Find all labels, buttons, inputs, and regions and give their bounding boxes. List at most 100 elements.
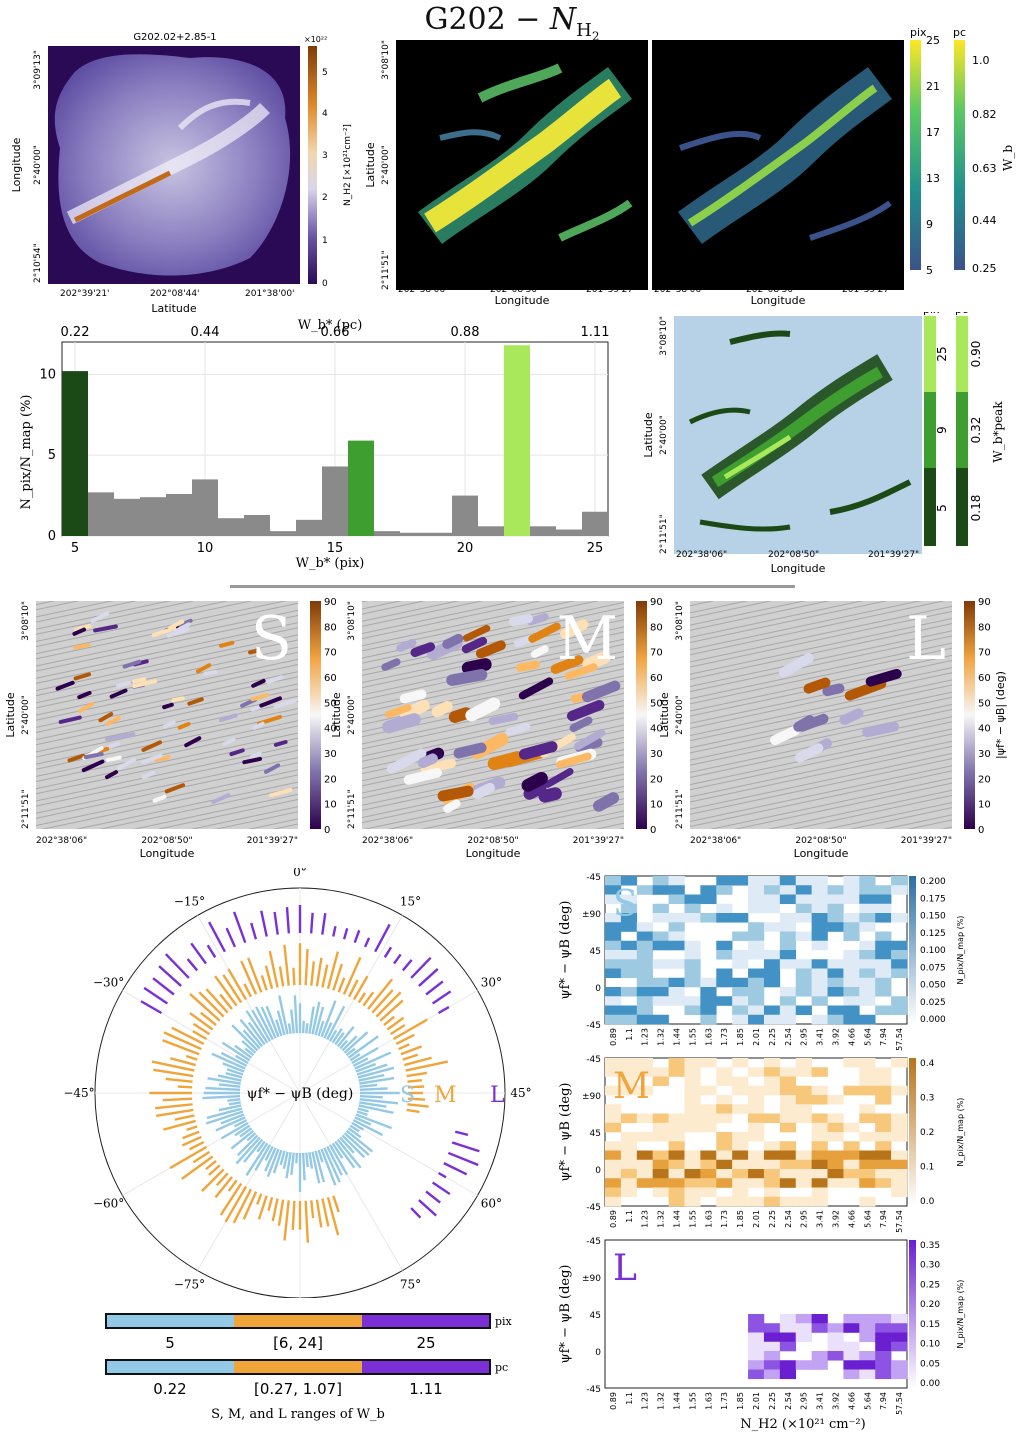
angle-cbar-tick: 50: [978, 698, 991, 709]
heatmap-cell: [605, 1085, 622, 1096]
polar-bar: [410, 1207, 422, 1219]
heatmap-cell: [859, 1076, 876, 1087]
heatmap-cell: [605, 1005, 622, 1016]
heatmap-cell: [716, 940, 733, 951]
heatmap-cell: [716, 1196, 733, 1207]
polar-bar: [164, 953, 190, 979]
peak-cbar-pc: [956, 316, 968, 546]
heatmap-cell: [668, 885, 685, 895]
heatmap-cell: [652, 1132, 669, 1142]
heatmap-cell: [875, 1150, 892, 1161]
polar-bar: [393, 953, 402, 965]
polar-bar: [352, 1119, 384, 1137]
polar-bar: [334, 1140, 356, 1169]
polar-bar: [189, 993, 221, 1022]
polar-bar: [171, 1026, 205, 1046]
hist-xtick: 25: [587, 541, 604, 556]
heatmap-cell: [859, 1332, 876, 1343]
angle-density-heatmaps: S -45 ±90 45 0 -45 ψf* − ψB (deg) 0.89 1.1 1.23 1.…: [558, 873, 965, 1432]
polar-bar: [407, 1097, 426, 1101]
heatmap-cell: [636, 1085, 653, 1096]
heatmap-cell: [891, 940, 908, 951]
angle-segment: [115, 680, 131, 688]
heatmap-cell: [748, 987, 765, 997]
polar-bar: [217, 1074, 242, 1082]
heatmap-cell: [827, 1113, 844, 1124]
polar-bar: [152, 977, 175, 996]
heatmap-cell: [636, 996, 653, 1006]
polar-bar: [273, 911, 279, 935]
polar-bar: [186, 958, 199, 972]
peak-cbar-label: W_b*peak: [991, 401, 1005, 463]
angle-segment: [248, 648, 260, 655]
heatmap-cell: [811, 959, 828, 969]
heatmap-cell: [763, 1058, 781, 1068]
heatmap-xtick: 5.64: [863, 1392, 872, 1410]
heatmap-cbar-tick: 0.30: [920, 1261, 940, 1271]
heatmap-cell: [732, 1159, 749, 1170]
heatmap-cell: [811, 913, 828, 923]
heatmap-xtick: 1.63: [704, 1028, 713, 1046]
heatmap-xtick: 57.54: [895, 1210, 904, 1233]
heatmap-cell: [636, 1005, 653, 1016]
polar-bar: [231, 1024, 259, 1052]
svg-text:17: 17: [926, 126, 940, 139]
polar-bar: [451, 1141, 480, 1153]
heatmap-cell: [684, 1113, 701, 1124]
heatmap-cell: [620, 1169, 638, 1179]
heatmap-cell: [700, 1113, 717, 1124]
polar-bar: [227, 1098, 241, 1102]
heatmap-cell: [684, 1104, 701, 1114]
polar-bar: [407, 1103, 429, 1108]
polar-bar: [354, 1116, 372, 1126]
polar-bar: [315, 957, 323, 987]
heatmap-cell: [795, 876, 812, 886]
range-bars: pix 5 [6, 24] 25 pc 0.22 [0.27, 1.07] 1.…: [105, 1313, 513, 1422]
angle-segment: [117, 757, 137, 770]
polar-bar: [407, 1078, 423, 1083]
heatmap-cell: [620, 1058, 638, 1068]
heatmap-cell: [859, 996, 876, 1006]
heatmap-cell: [795, 1159, 812, 1170]
polar-bar: [407, 1085, 425, 1089]
svg-text:0.25: 0.25: [972, 262, 997, 275]
polar-bar: [401, 959, 413, 972]
heatmap-cell: [636, 968, 653, 979]
range-caption: S, M, and L ranges of W_b: [211, 1407, 385, 1422]
polar-bar: [282, 1151, 289, 1170]
heatmap-cell: [652, 876, 669, 886]
svg-text:5: 5: [165, 1334, 175, 1352]
heatmap-cell: [652, 977, 669, 988]
heatmap-cell: [748, 1113, 765, 1124]
heatmap-ytick: -45: [586, 1055, 601, 1065]
polar-bar: [225, 927, 237, 948]
heatmap-cell: [811, 940, 828, 951]
heatmap-cell: [891, 1159, 908, 1170]
polar-bar: [192, 1150, 211, 1164]
angle-segment: [410, 642, 436, 657]
polar-bar: [301, 1020, 305, 1034]
heatmap-cell: [636, 1178, 653, 1188]
angle-segment: [505, 722, 531, 736]
angle-segment: [862, 721, 899, 738]
heatmap-cell: [732, 1187, 749, 1198]
polar-bar: [220, 1051, 248, 1067]
heatmap-cell: [811, 1159, 828, 1170]
heatmap-cell: [875, 1005, 892, 1016]
heatmap-cell: [652, 987, 669, 997]
angle-cbar-tick: 60: [978, 673, 991, 684]
heatmap-ytick: 45: [590, 1311, 601, 1321]
heatmap-cell: [700, 1058, 717, 1068]
polar-bar: [402, 1053, 419, 1061]
heatmap-cell: [779, 1104, 797, 1114]
heatmap-cell: [843, 1085, 860, 1096]
heatmap-cell: [795, 1169, 812, 1179]
polar-bar: [177, 1085, 193, 1089]
heatmap-cell: [843, 1360, 860, 1370]
heatmap-cell: [779, 1095, 797, 1105]
angle-segment: [105, 716, 121, 726]
heatmap-cell: [827, 1169, 844, 1179]
polar-letter-s: S: [400, 1083, 415, 1108]
heatmap-cell: [795, 1360, 812, 1370]
svg-text:0.44: 0.44: [972, 214, 997, 227]
